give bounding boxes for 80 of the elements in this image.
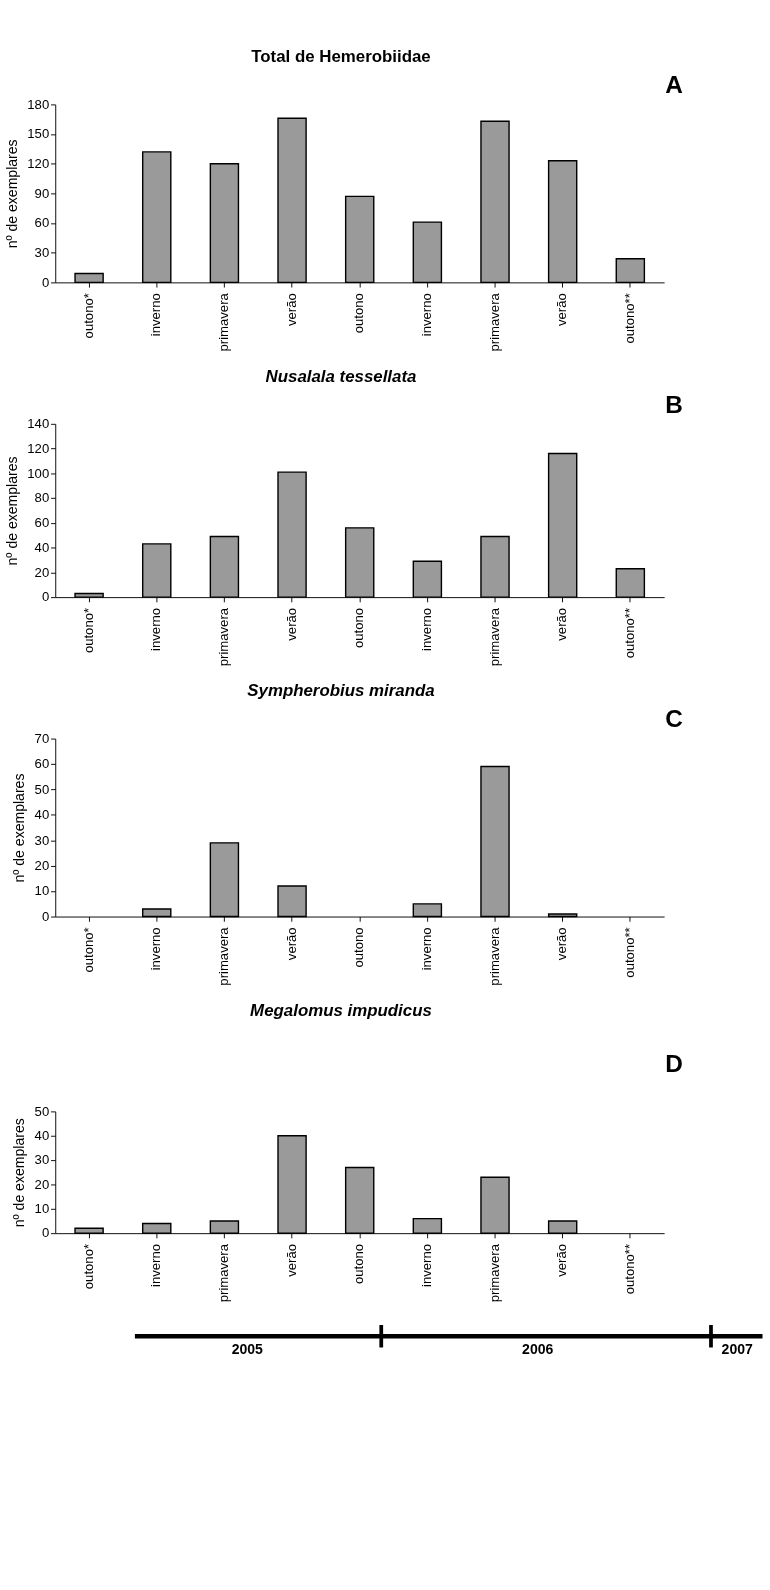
x-tick-label: verão (283, 293, 299, 326)
x-tick-label: inverno (419, 607, 435, 651)
x-tick-label: verão (554, 607, 570, 641)
x-tick-label: verão (554, 1243, 570, 1277)
x-tick-label: outono** (622, 927, 638, 978)
x-tick-label: primavera (486, 926, 502, 986)
text: B (665, 390, 683, 418)
y-axis-title: nº de exemplares (3, 456, 20, 566)
x-tick-label: primavera (486, 607, 502, 667)
y-tick-label: 30 (34, 244, 50, 260)
x-tick-label: primavera (486, 1243, 502, 1303)
chart-title: Total de Hemerobiidae (251, 47, 431, 67)
chart-title: Sympherobius miranda (247, 681, 435, 701)
y-axis-title: nº de exemplares (11, 1118, 28, 1228)
x-tick-label: outono* (80, 607, 96, 654)
y-tick-label: 100 (27, 465, 50, 481)
y-tick-label: 0 (41, 1225, 50, 1241)
y-tick-label: 150 (27, 126, 50, 142)
y-tick-label: 20 (34, 564, 50, 580)
text: 2006 (522, 1341, 554, 1358)
y-tick-label: 40 (34, 1127, 50, 1143)
x-tick-label: inverno (148, 607, 164, 651)
x-tick-label: verão (554, 293, 570, 326)
x-tick-label: outono** (622, 293, 638, 344)
text: 2005 (231, 1341, 264, 1358)
x-tick-label: primavera (216, 607, 232, 667)
x-tick-label: inverno (419, 1243, 435, 1287)
y-tick-label: 90 (34, 185, 50, 201)
text: C (665, 705, 683, 733)
x-tick-label: inverno (148, 1243, 164, 1287)
y-tick-label: 20 (34, 857, 50, 873)
x-tick-label: verão (283, 607, 299, 641)
y-tick-label: 30 (34, 832, 50, 848)
x-tick-label: inverno (148, 293, 164, 337)
text: A (665, 71, 683, 99)
y-tick-label: 120 (27, 155, 50, 171)
y-tick-label: 40 (34, 807, 50, 823)
x-tick-label: outono* (80, 1243, 96, 1290)
y-tick-label: 60 (34, 756, 50, 772)
text: 2007 (721, 1341, 754, 1358)
y-tick-label: 180 (27, 96, 50, 112)
y-tick-label: 50 (34, 781, 50, 797)
x-tick-label: verão (283, 927, 299, 961)
y-tick-label: 120 (27, 440, 50, 456)
y-tick-label: 40 (34, 539, 50, 555)
y-axis-title: nº de exemplares (3, 139, 20, 249)
y-tick-label: 140 (27, 416, 50, 432)
y-tick-label: 10 (34, 1201, 50, 1217)
text: D (665, 1050, 683, 1078)
x-tick-label: inverno (148, 927, 164, 971)
y-tick-label: 60 (34, 215, 50, 231)
x-tick-label: outono (351, 607, 367, 649)
y-tick-label: 10 (34, 883, 50, 899)
chart-title: Megalomus impudicus (250, 1000, 432, 1020)
x-tick-label: primavera (486, 292, 502, 352)
x-tick-label: verão (554, 927, 570, 961)
x-tick-label: outono* (80, 927, 96, 973)
y-tick-label: 50 (34, 1103, 50, 1119)
x-tick-label: outono** (622, 1243, 638, 1295)
y-tick-label: 80 (34, 490, 50, 506)
x-tick-label: primavera (216, 292, 232, 352)
chart-title: Nusalala tessellata (265, 366, 417, 386)
x-tick-label: verão (283, 1243, 299, 1277)
y-tick-label: 0 (41, 274, 50, 290)
y-tick-label: 30 (34, 1152, 50, 1168)
y-tick-label: 0 (41, 908, 50, 924)
x-tick-label: inverno (419, 927, 435, 971)
y-tick-label: 0 (41, 589, 50, 605)
x-tick-label: outono* (80, 293, 96, 339)
x-tick-label: outono (351, 1243, 367, 1285)
x-tick-label: outono (351, 293, 367, 334)
x-tick-label: primavera (216, 926, 232, 986)
y-axis-title: nº de exemplares (11, 773, 28, 883)
x-tick-label: outono** (622, 607, 638, 659)
y-tick-label: 20 (34, 1176, 50, 1192)
x-tick-label: inverno (419, 293, 435, 337)
x-tick-label: primavera (216, 1243, 232, 1303)
y-tick-label: 60 (34, 515, 50, 531)
x-tick-label: outono (351, 927, 367, 968)
y-tick-label: 70 (34, 730, 50, 746)
